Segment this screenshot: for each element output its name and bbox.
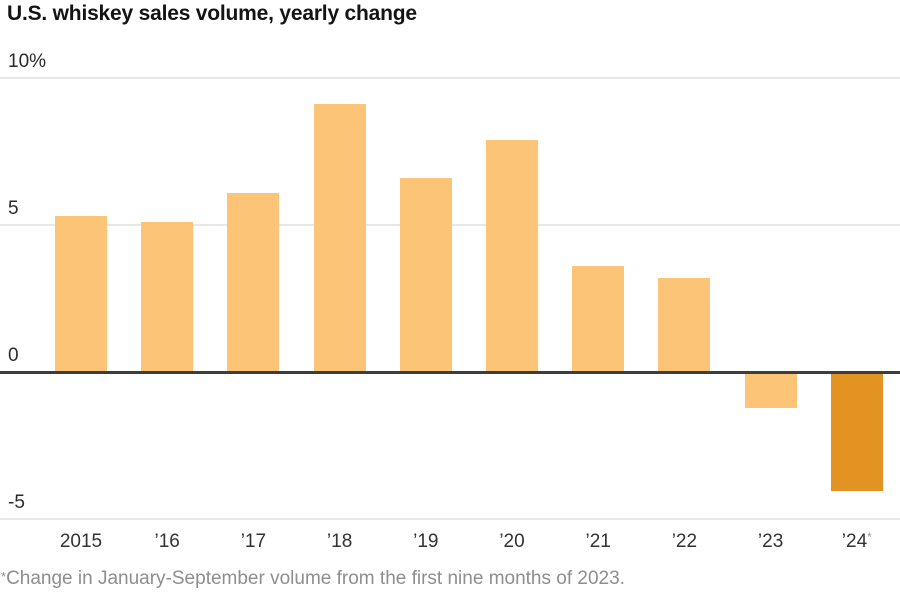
bar-20 — [486, 139, 538, 372]
bar-16 — [141, 222, 194, 372]
x-axis-label-22: ’22 — [671, 531, 698, 552]
y-axis-label-5: 5 — [8, 198, 19, 219]
footnote-marker: * — [1, 569, 7, 584]
gridline--5 — [0, 518, 900, 520]
x-axis-label-23: ’23 — [757, 531, 784, 552]
bar-24 — [830, 373, 883, 491]
x-axis-label-18: ’18 — [326, 531, 353, 552]
chart-title: U.S. whiskey sales volume, yearly change — [7, 2, 417, 25]
bar-2015 — [55, 216, 107, 372]
y-axis-label-10pct: 10% — [8, 51, 47, 72]
x-axis-label-17: ’17 — [240, 531, 267, 552]
bar-18 — [313, 104, 366, 372]
gridline-10 — [0, 77, 900, 79]
x-axis-label-2015: 2015 — [59, 531, 103, 552]
plot-area: 10% 5 0 -5 2015 ’16 ’17 ’18 ’19 ’20 ’21 ’22 ’23 ’24* — [0, 51, 900, 552]
bar-17 — [227, 192, 280, 372]
x-axis-label-19: ’19 — [413, 531, 439, 552]
y-axis-label--5: -5 — [8, 492, 25, 513]
bar-19 — [399, 177, 452, 372]
provisional-asterisk: * — [867, 530, 872, 544]
y-axis-label-0: 0 — [8, 345, 19, 366]
zero-axis-line — [0, 371, 900, 374]
footnote: *Change in January-September volume from… — [1, 568, 625, 590]
x-axis-label-21: ’21 — [585, 531, 611, 552]
footnote-text: Change in January-September volume from … — [6, 568, 625, 589]
bar-21 — [572, 266, 625, 372]
x-axis-label-24: ’24* — [841, 530, 872, 552]
x-axis-label-16: ’16 — [154, 531, 180, 552]
bar-22 — [658, 277, 711, 372]
bar-23 — [744, 373, 797, 409]
x-axis-label-20: ’20 — [499, 531, 525, 552]
